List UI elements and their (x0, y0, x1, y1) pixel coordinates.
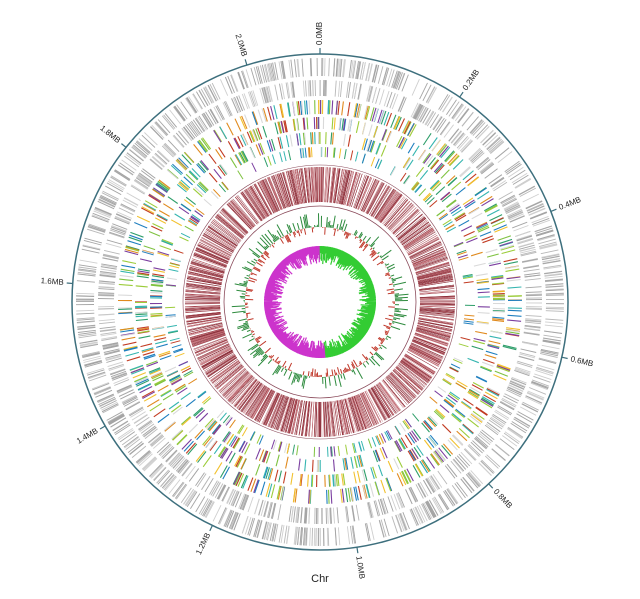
feature-track (97, 79, 543, 525)
feature-track (135, 117, 506, 487)
feature-track (184, 166, 456, 438)
feature-track (152, 138, 489, 460)
feature-track (118, 100, 521, 502)
tick-mark (488, 483, 494, 489)
feature-track (137, 116, 504, 462)
feature-track (149, 133, 490, 472)
feature-track (75, 57, 565, 547)
tick-label: 1.8MB (98, 124, 122, 145)
feature-track (149, 117, 505, 487)
feature-track (165, 146, 464, 454)
tick-label: 0.8MB (492, 487, 514, 510)
tick-mark (99, 425, 106, 430)
tick-label: 2.0MB (234, 33, 249, 58)
feature-track (150, 131, 490, 473)
tick-label: 1.6MB (40, 276, 64, 287)
tick-label: 1.4MB (75, 426, 100, 445)
tick-label: 1.0MB (354, 555, 366, 579)
feature-track (165, 147, 473, 456)
feature-track (135, 116, 506, 487)
tick-mark (209, 525, 213, 532)
tracks (75, 57, 565, 547)
tick-label: 0.2MB (461, 68, 481, 92)
inner-ring (223, 205, 417, 399)
feature-track (165, 146, 473, 457)
feature-track (75, 57, 564, 547)
tick-mark (561, 356, 568, 360)
feature-track (169, 147, 455, 454)
axis-label: Chr (311, 573, 329, 585)
tick-label: 0.4MB (557, 195, 582, 212)
gc-content (244, 227, 395, 378)
feature-track (165, 147, 468, 458)
feature-track (184, 166, 456, 438)
tick-label: 0.0MB (315, 22, 324, 45)
feature-track (98, 80, 543, 525)
tick-mark (244, 59, 248, 66)
gc-skew (319, 245, 377, 358)
tick-label: 0.6MB (570, 354, 595, 368)
feature-track (75, 57, 565, 547)
tick-label: 1.2MB (194, 531, 212, 556)
inner-ring (182, 164, 458, 440)
tick-mark (356, 547, 359, 554)
tick-mark (459, 91, 464, 98)
tick-mark (550, 208, 557, 212)
feature-track (184, 170, 464, 457)
tick-mark (121, 143, 127, 148)
gc-skew (263, 245, 326, 359)
gc-content (231, 213, 409, 389)
